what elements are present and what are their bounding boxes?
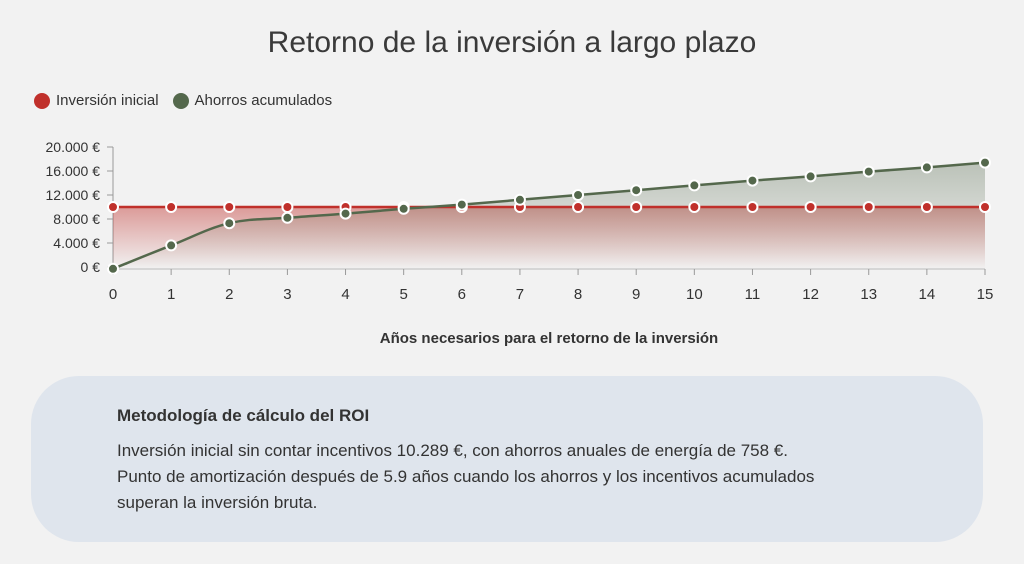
x-tick-label: 3 — [283, 286, 291, 303]
data-point-inversion — [165, 201, 178, 213]
data-point-ahorros — [165, 239, 178, 252]
data-point-ahorros — [746, 174, 759, 187]
methodology-title: Metodología de cálculo del ROI — [117, 406, 370, 425]
y-tick-label: 4.000 € — [53, 235, 100, 251]
y-tick-label: 16.000 € — [46, 163, 101, 179]
methodology-text: Inversión inicial sin contar incentivos … — [117, 438, 907, 516]
x-tick-label: 5 — [399, 286, 407, 303]
data-point-ahorros — [862, 165, 875, 178]
x-axis-label: Años necesarios para el retorno de la in… — [379, 330, 719, 347]
data-point-ahorros — [630, 184, 643, 197]
data-point-ahorros — [281, 211, 294, 224]
x-tick-label: 1 — [167, 286, 175, 303]
methodology-line-2: Punto de amortización después de 5.9 año… — [117, 467, 815, 486]
x-tick-label: 9 — [632, 286, 640, 303]
data-point-ahorros — [979, 156, 991, 169]
y-tick-label: 20.000 € — [46, 139, 101, 155]
data-point-ahorros — [397, 202, 410, 215]
y-tick-label: 8.000 € — [53, 211, 100, 227]
data-point-inversion — [107, 201, 119, 213]
data-point-ahorros — [513, 193, 526, 206]
data-point-inversion — [979, 201, 991, 213]
chart-title: Retorno de la inversión a largo plazo — [267, 26, 757, 59]
data-point-inversion — [688, 201, 701, 213]
series-area-ahorros — [113, 162, 985, 269]
x-tick-label: 2 — [225, 286, 233, 303]
data-point-ahorros — [688, 179, 701, 192]
methodology-line-3: superan la inversión bruta. — [117, 493, 318, 512]
y-tick-label: 12.000 € — [46, 187, 101, 203]
legend-label-ahorros: Ahorros acumulados — [194, 92, 333, 109]
data-point-ahorros — [223, 217, 236, 230]
legend-item-ahorros[interactable]: Ahorros acumulados — [172, 92, 333, 109]
data-point-inversion — [281, 201, 294, 213]
x-tick-label: 14 — [919, 286, 936, 303]
x-tick-label: 10 — [686, 286, 703, 303]
x-tick-label: 12 — [802, 286, 819, 303]
y-tick-label: 0 € — [81, 259, 101, 275]
x-tick-label: 15 — [977, 286, 994, 303]
legend-marker-ahorros — [172, 92, 189, 109]
data-point-inversion — [862, 201, 875, 213]
data-point-ahorros — [572, 189, 585, 201]
chart-legend: Inversión inicial Ahorros acumulados — [34, 92, 332, 109]
data-point-inversion — [920, 201, 933, 213]
data-point-ahorros — [920, 161, 933, 174]
legend-item-inversion[interactable]: Inversión inicial — [34, 92, 159, 109]
x-tick-label: 7 — [516, 286, 524, 303]
data-point-inversion — [630, 201, 643, 213]
methodology-line-1: Inversión inicial sin contar incentivos … — [117, 441, 788, 460]
x-tick-label: 11 — [745, 286, 761, 303]
data-point-inversion — [223, 201, 236, 213]
legend-marker-inversion — [34, 92, 50, 109]
data-point-inversion — [746, 201, 759, 213]
series-line-ahorros — [112, 161, 986, 270]
data-point-ahorros — [107, 262, 119, 275]
data-point-ahorros — [339, 207, 352, 220]
data-point-ahorros — [804, 170, 817, 183]
legend-label-inversion: Inversión inicial — [56, 92, 159, 109]
methodology-card: Metodología de cálculo del ROI Inversión… — [31, 376, 983, 542]
roi-line-chart: 0 € 4.000 € 8.000 € 12.000 € 16.000 € 20.000 … — [46, 139, 994, 303]
data-point-inversion — [804, 201, 817, 213]
x-tick-label: 4 — [341, 286, 349, 303]
data-point-inversion — [572, 201, 585, 213]
x-tick-label: 6 — [458, 286, 466, 303]
x-tick-label: 0 — [109, 286, 117, 303]
x-tick-label: 13 — [860, 286, 877, 303]
data-point-ahorros — [455, 198, 468, 211]
x-tick-label: 8 — [574, 286, 582, 303]
